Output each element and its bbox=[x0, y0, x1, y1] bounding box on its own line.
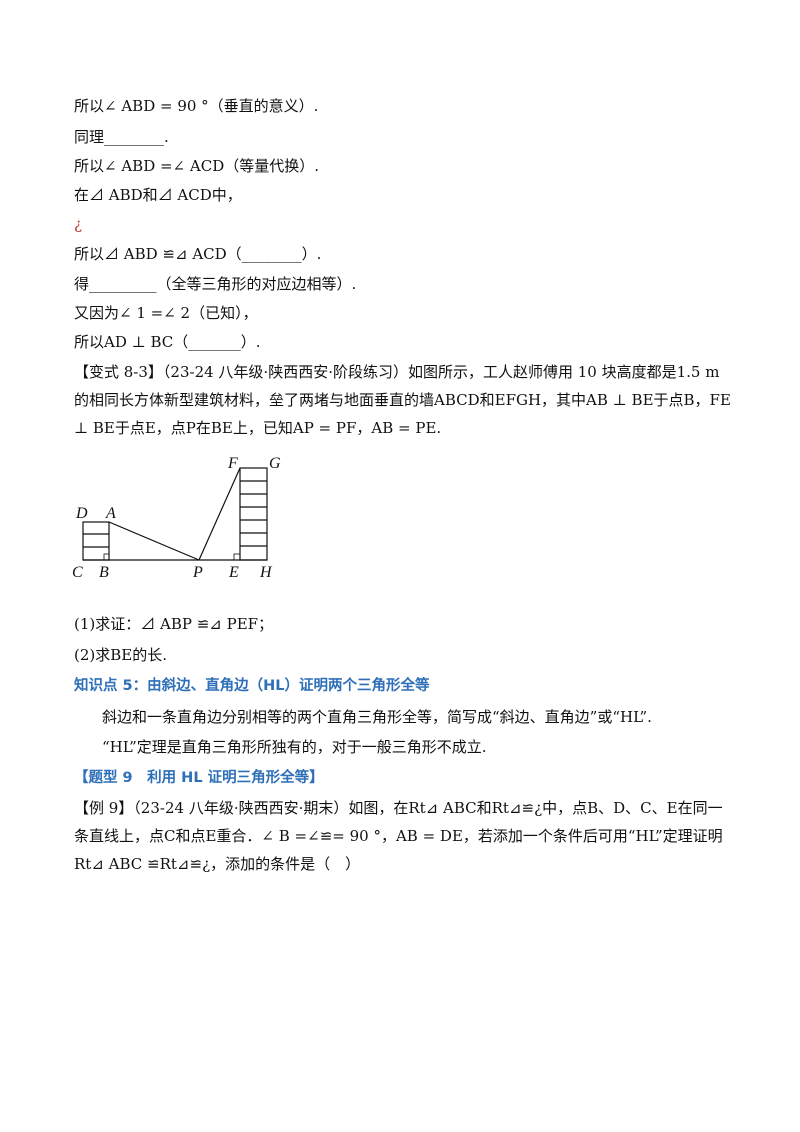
label-f: F bbox=[227, 455, 238, 472]
proof-line-3: 所以∠ ABD =∠ ACD（等量代换）. bbox=[74, 157, 319, 175]
wall-efgh bbox=[233, 467, 268, 561]
label-h: H bbox=[259, 564, 273, 581]
proof-line-5: ¿ bbox=[74, 215, 83, 233]
type-9-title: 【题型 9 利用 HL 证明三角形全等】 bbox=[74, 770, 324, 786]
label-c: C bbox=[72, 564, 83, 581]
label-a: A bbox=[105, 505, 116, 522]
knowledge-point-5-para-2: “HL”定理是直角三角形所独有的，对于一般三角形不成立. bbox=[102, 738, 487, 756]
walls-figure: D A C B P E H F G bbox=[72, 455, 281, 581]
label-p: P bbox=[192, 564, 203, 581]
proof-line-1: 所以∠ ABD = 90 °（垂直的意义）. bbox=[74, 97, 319, 115]
proof-line-8: 又因为∠ 1 =∠ 2（已知）， bbox=[74, 304, 258, 322]
question-1: (1)求证：⊿ ABP ≌⊿ PEF； bbox=[74, 615, 274, 633]
proof-line-2: 同理________. bbox=[74, 128, 169, 146]
wall-abcd bbox=[82, 521, 110, 561]
label-e: E bbox=[228, 564, 239, 581]
variant-8-3-problem: 【变式 8-3】（23-24 八年级·陕西西安·阶段练习）如图所示，工人赵师傅用… bbox=[74, 363, 731, 437]
example-9-problem: 【例 9】（23-24 八年级·陕西西安·期末）如图，在Rt⊿ ABC和Rt⊿≌… bbox=[74, 799, 723, 873]
segment-pf bbox=[198, 467, 241, 561]
proof-line-4: 在⊿ ABD和⊿ ACD中， bbox=[74, 186, 242, 204]
proof-line-9: 所以AD ⊥ BC（_______）. bbox=[74, 333, 261, 351]
label-g: G bbox=[269, 455, 281, 472]
knowledge-point-5-para-1: 斜边和一条直角边分别相等的两个直角三角形全等，简写成“斜边、直角边”或“HL”. bbox=[102, 708, 652, 726]
label-d: D bbox=[75, 505, 88, 522]
segment-ap bbox=[108, 521, 200, 561]
question-2: (2)求BE的长. bbox=[74, 646, 167, 664]
proof-line-6: 所以⊿ ABD ≌⊿ ACD（________）. bbox=[74, 245, 322, 263]
proof-line-7: 得_________（全等三角形的对应边相等）. bbox=[74, 275, 357, 293]
label-b: B bbox=[99, 564, 109, 581]
knowledge-point-5-title: 知识点 5：由斜边、直角边（HL）证明两个三角形全等 bbox=[74, 678, 430, 694]
